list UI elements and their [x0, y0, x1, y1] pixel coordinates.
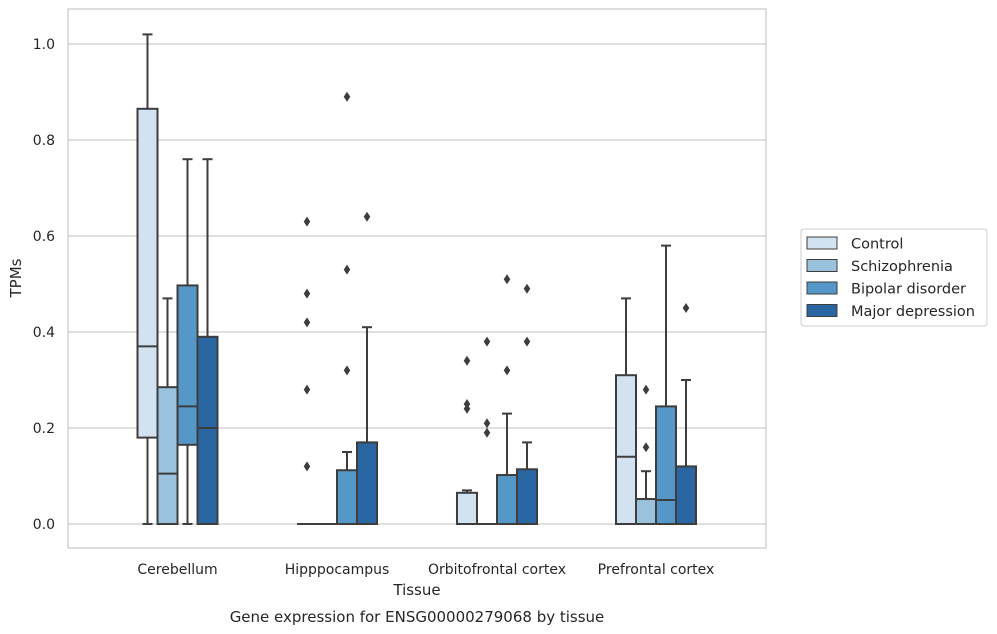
y-tick-label: 0.0 — [33, 517, 55, 533]
legend-swatch — [806, 259, 838, 272]
plot-frame — [67, 8, 767, 549]
box-body — [156, 386, 179, 526]
outlier-point — [303, 317, 311, 328]
legend-label: Control — [851, 237, 903, 253]
x-axis-label: Tissue — [392, 581, 440, 599]
outlier-point — [523, 336, 531, 347]
y-axis-label: TPMs — [7, 258, 25, 298]
legend-swatch — [806, 236, 838, 250]
box-body — [176, 284, 199, 446]
outlier-point — [343, 91, 351, 102]
box-3-1 — [356, 211, 378, 525]
outlier-point — [303, 461, 311, 472]
outlier-point — [303, 288, 311, 299]
box-body — [635, 498, 657, 526]
outlier-point — [483, 427, 491, 438]
box-0-1 — [297, 216, 317, 525]
box-3-0 — [196, 158, 219, 525]
box-1-2 — [477, 336, 497, 525]
x-tick-label: Cerebellum — [137, 562, 217, 578]
y-tick-label: 0.2 — [33, 421, 55, 437]
box-0-0 — [136, 33, 159, 525]
legend-label: Bipolar disorder — [851, 282, 966, 298]
box-body — [496, 474, 518, 526]
outlier-point — [503, 365, 511, 376]
x-tick-label: Hipppocampus — [285, 562, 390, 578]
box-2-1 — [336, 91, 358, 525]
box-body — [356, 441, 378, 525]
box-1-0 — [156, 297, 179, 526]
legend-label: Schizophrenia — [851, 259, 953, 275]
box-3-3 — [675, 303, 697, 525]
y-tick-label: 0.6 — [33, 229, 55, 245]
outlier-point — [503, 274, 511, 285]
box-0-3 — [615, 297, 637, 526]
legend-items: Control Schizophrenia Bipolar disorder Majo… — [806, 236, 975, 320]
box-2-3 — [655, 244, 677, 525]
box-body — [136, 107, 159, 439]
outlier-point — [343, 365, 351, 376]
outlier-point — [483, 336, 491, 347]
legend-label: Major depression — [851, 304, 975, 320]
box-body — [675, 465, 697, 525]
y-tick-label: 0.4 — [33, 325, 55, 341]
x-tick-labels: Cerebellum Hipppocampus Orbitofrontal cort… — [137, 562, 714, 578]
legend-frame — [800, 228, 988, 327]
box-0-2 — [456, 355, 478, 525]
box-body — [336, 469, 358, 525]
y-tick-labels: 0.0 0.2 0.4 0.6 0.8 1.0 — [33, 37, 55, 533]
outlier-point — [682, 303, 690, 313]
outlier-point — [463, 355, 471, 366]
box-2-0 — [176, 158, 199, 525]
chart-title: Gene expression for ENSG00000279068 by t… — [230, 608, 605, 626]
x-tick-label: Prefrontal cortex — [598, 562, 715, 578]
box-body — [516, 468, 538, 525]
outlier-point — [642, 442, 650, 453]
y-tick-label: 1.0 — [33, 37, 55, 53]
legend: Control Schizophrenia Bipolar disorder Majo… — [800, 228, 988, 327]
box-body — [456, 491, 478, 525]
box-body — [196, 335, 219, 525]
outlier-point — [463, 399, 471, 409]
box-2-2 — [496, 274, 518, 526]
legend-swatch — [806, 281, 838, 295]
legend-swatch — [806, 304, 838, 317]
outlier-point — [303, 384, 311, 395]
boxes — [136, 33, 697, 526]
outlier-point — [523, 283, 531, 294]
outlier-point — [343, 264, 351, 275]
x-tick-label: Orbitofrontal cortex — [428, 562, 566, 578]
box-body — [655, 405, 677, 525]
box-body — [615, 374, 637, 526]
y-tick-label: 0.8 — [33, 133, 55, 149]
box-3-2 — [516, 283, 538, 525]
outlier-point — [303, 216, 311, 227]
outlier-point — [363, 211, 371, 222]
outlier-point — [483, 418, 491, 429]
box-1-3 — [635, 384, 657, 526]
outlier-point — [642, 384, 650, 395]
